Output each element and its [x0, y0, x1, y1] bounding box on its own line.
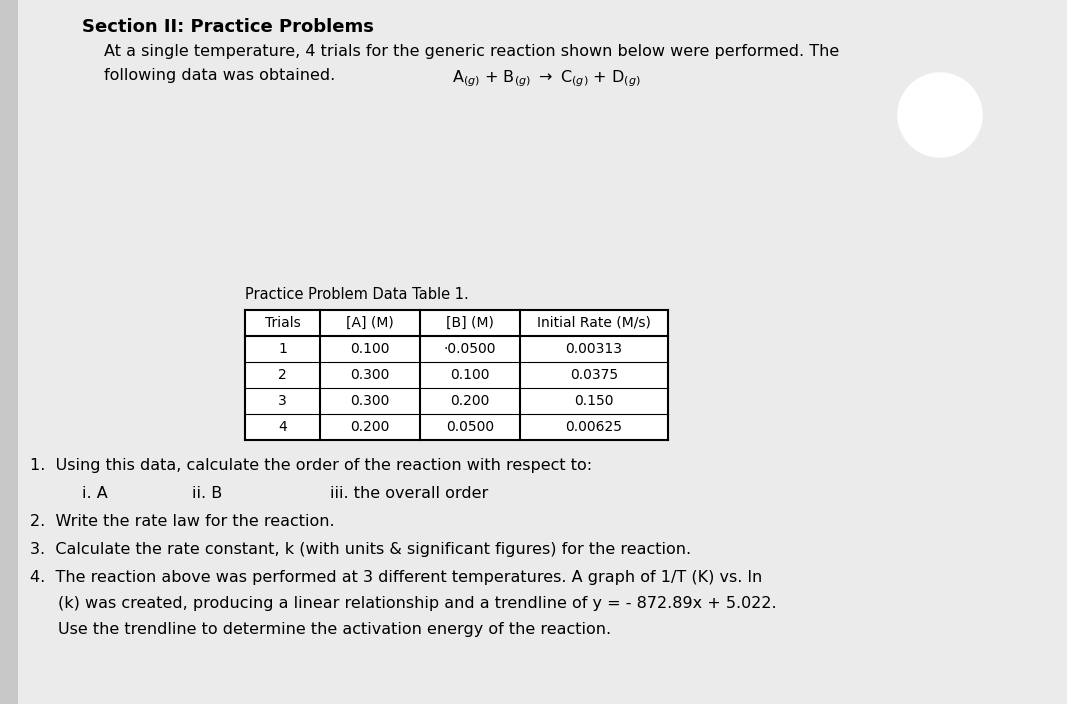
Text: following data was obtained.: following data was obtained. — [103, 68, 335, 83]
Text: 0.200: 0.200 — [450, 394, 490, 408]
Text: 0.150: 0.150 — [574, 394, 614, 408]
Text: 0.300: 0.300 — [350, 394, 389, 408]
Text: 0.0375: 0.0375 — [570, 368, 618, 382]
Text: Use the trendline to determine the activation energy of the reaction.: Use the trendline to determine the activ… — [58, 622, 611, 637]
Text: ·0.0500: ·0.0500 — [444, 342, 496, 356]
Text: Initial Rate (M/s): Initial Rate (M/s) — [537, 316, 651, 330]
Text: 0.300: 0.300 — [350, 368, 389, 382]
Text: 0.0500: 0.0500 — [446, 420, 494, 434]
Circle shape — [898, 73, 982, 157]
Text: 4: 4 — [278, 420, 287, 434]
Text: (k) was created, producing a linear relationship and a trendline of y = - 872.89: (k) was created, producing a linear rela… — [58, 596, 777, 611]
Text: 0.00625: 0.00625 — [566, 420, 622, 434]
Text: 1: 1 — [278, 342, 287, 356]
Text: iii. the overall order: iii. the overall order — [330, 486, 489, 501]
Text: i. A: i. A — [82, 486, 108, 501]
Text: 0.100: 0.100 — [450, 368, 490, 382]
Text: A$_{(g)}$ + B$_{(g)}$ $\rightarrow$ C$_{(g)}$ + D$_{(g)}$: A$_{(g)}$ + B$_{(g)}$ $\rightarrow$ C$_{… — [452, 68, 641, 89]
Text: 3.  Calculate the rate constant, k (with units & significant figures) for the re: 3. Calculate the rate constant, k (with … — [30, 542, 691, 557]
Text: [B] (M): [B] (M) — [446, 316, 494, 330]
Text: Trials: Trials — [265, 316, 301, 330]
Text: At a single temperature, 4 trials for the generic reaction shown below were perf: At a single temperature, 4 trials for th… — [103, 44, 840, 59]
Text: Practice Problem Data Table 1.: Practice Problem Data Table 1. — [245, 287, 468, 302]
Text: 0.100: 0.100 — [350, 342, 389, 356]
Text: 4.  The reaction above was performed at 3 different temperatures. A graph of 1/T: 4. The reaction above was performed at 3… — [30, 570, 762, 585]
Text: 3: 3 — [278, 394, 287, 408]
Text: 2.  Write the rate law for the reaction.: 2. Write the rate law for the reaction. — [30, 514, 335, 529]
Bar — [245, 310, 668, 440]
Text: [A] (M): [A] (M) — [346, 316, 394, 330]
Text: 0.00313: 0.00313 — [566, 342, 622, 356]
Text: Section II: Practice Problems: Section II: Practice Problems — [82, 18, 373, 36]
Text: 1.  Using this data, calculate the order of the reaction with respect to:: 1. Using this data, calculate the order … — [30, 458, 592, 473]
Text: 2: 2 — [278, 368, 287, 382]
Text: ii. B: ii. B — [192, 486, 222, 501]
Text: 0.200: 0.200 — [350, 420, 389, 434]
